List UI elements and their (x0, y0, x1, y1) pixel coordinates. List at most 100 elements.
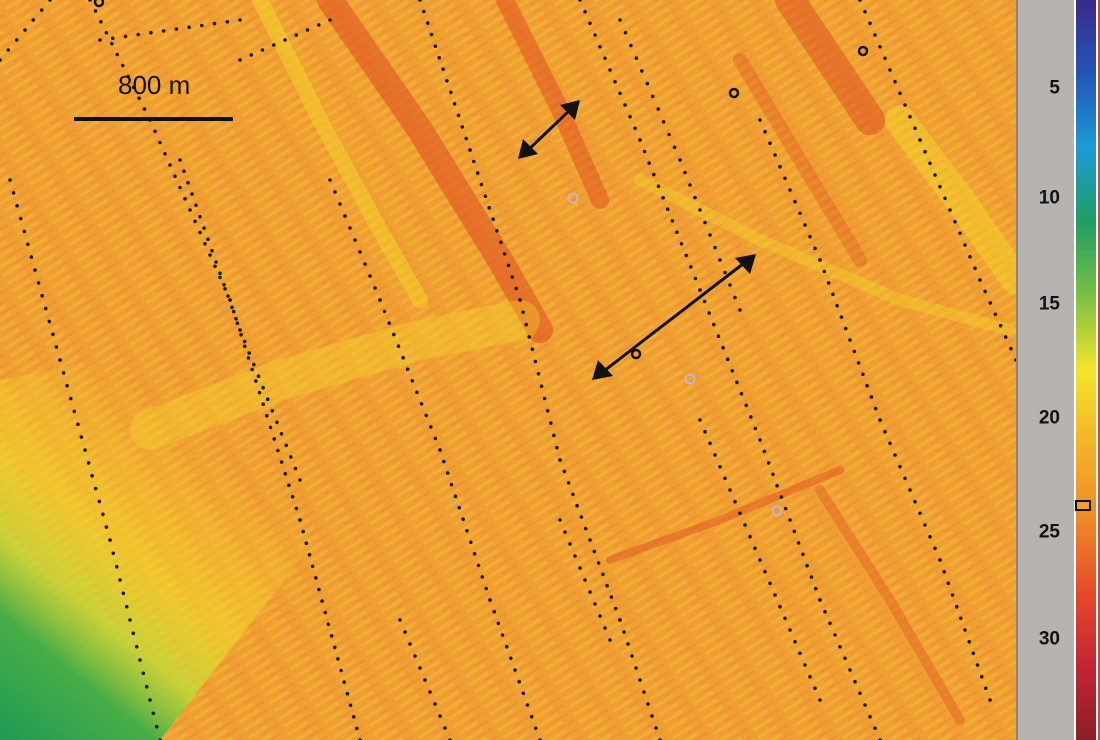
track-dot (718, 258, 722, 262)
track-dot (656, 107, 660, 111)
track-dot (788, 188, 792, 192)
track-dot (223, 287, 227, 291)
track-dot (363, 262, 367, 266)
track-dot (863, 703, 867, 707)
track-dot (495, 229, 499, 233)
track-dot (723, 476, 727, 481)
track-dot (575, 503, 579, 508)
track-dot (728, 488, 732, 492)
track-dot (358, 250, 362, 254)
double-arrow-icon (518, 100, 580, 159)
track-dot (618, 91, 622, 96)
track-dot (839, 315, 844, 319)
track-dot (813, 686, 817, 691)
map-band (733, 53, 867, 267)
track-dot (246, 356, 251, 360)
track-dot (652, 172, 656, 177)
track-dot (283, 38, 287, 42)
track-dot (738, 511, 742, 516)
track-dot (661, 195, 665, 200)
track-dot (843, 326, 848, 331)
track-dot (154, 724, 159, 729)
track-dot (568, 542, 572, 546)
track-dot (521, 691, 526, 696)
map-raster (0, 0, 1016, 740)
track-dot (510, 275, 515, 279)
track-dot (773, 593, 777, 597)
track-dot (775, 483, 779, 488)
track-dot (317, 23, 321, 27)
track-dot (788, 518, 792, 522)
track-dot (126, 74, 130, 79)
track-dot (500, 633, 505, 637)
track-dot (778, 164, 782, 169)
track-dot (771, 472, 775, 477)
track-dot (480, 575, 485, 579)
scale-bar-label: 800 m (118, 70, 191, 100)
track-dot (213, 264, 217, 269)
track-dot (918, 138, 922, 142)
track-dot (833, 633, 837, 637)
track-dot (950, 593, 955, 597)
track-dot (479, 182, 484, 187)
track-dot (6, 48, 11, 52)
track-dot (464, 136, 469, 141)
track-dot (650, 714, 654, 718)
track-dot (210, 248, 214, 253)
track-dot (1003, 335, 1008, 339)
track-dot (225, 20, 230, 24)
track-dot (971, 651, 976, 656)
track-dot (118, 578, 122, 582)
track-dot (634, 56, 639, 60)
track-dot (79, 435, 84, 439)
track-dot (975, 663, 980, 667)
track-dot (238, 58, 242, 62)
track-dot (256, 374, 261, 379)
track-dot (933, 546, 937, 551)
track-dot (99, 20, 103, 24)
track-dot (242, 339, 247, 344)
colorbar-edge (1098, 0, 1100, 740)
track-dot (852, 349, 857, 354)
track-dot (0, 58, 2, 62)
track-dot (43, 306, 48, 311)
track-dot (332, 645, 337, 650)
track-dot (536, 372, 541, 376)
track-dot (728, 283, 732, 287)
track-dot (123, 34, 128, 39)
track-dot (11, 191, 16, 195)
track-dot (238, 18, 242, 22)
track-dot (588, 538, 592, 542)
track-dot (124, 604, 129, 609)
track-dot (873, 726, 877, 731)
track-dot (650, 94, 655, 99)
track-dot (138, 658, 142, 662)
scale-bar (74, 117, 233, 121)
track-dot (838, 644, 842, 649)
track-dot (683, 170, 687, 175)
track-dot (573, 554, 577, 558)
track-dot (86, 461, 91, 465)
track-dot (168, 163, 172, 167)
track-dot (753, 426, 758, 431)
track-dot (598, 614, 602, 618)
track-dot (933, 173, 937, 177)
track-dot (703, 429, 707, 434)
track-dot (487, 205, 492, 210)
track-dot (31, 18, 36, 22)
track-dot (858, 0, 862, 2)
track-dot (647, 161, 651, 165)
track-dot (716, 334, 721, 339)
track-dot (161, 29, 166, 33)
track-dot (518, 298, 522, 302)
track-dot (502, 252, 507, 256)
track-dot (792, 529, 797, 534)
track-dot (943, 196, 947, 201)
track-dot (798, 211, 802, 216)
track-dot (640, 69, 644, 73)
track-dot (958, 231, 962, 236)
track-dot (803, 663, 807, 667)
map-band (130, 300, 540, 450)
track-dot (848, 338, 852, 342)
track-dot (712, 322, 716, 327)
